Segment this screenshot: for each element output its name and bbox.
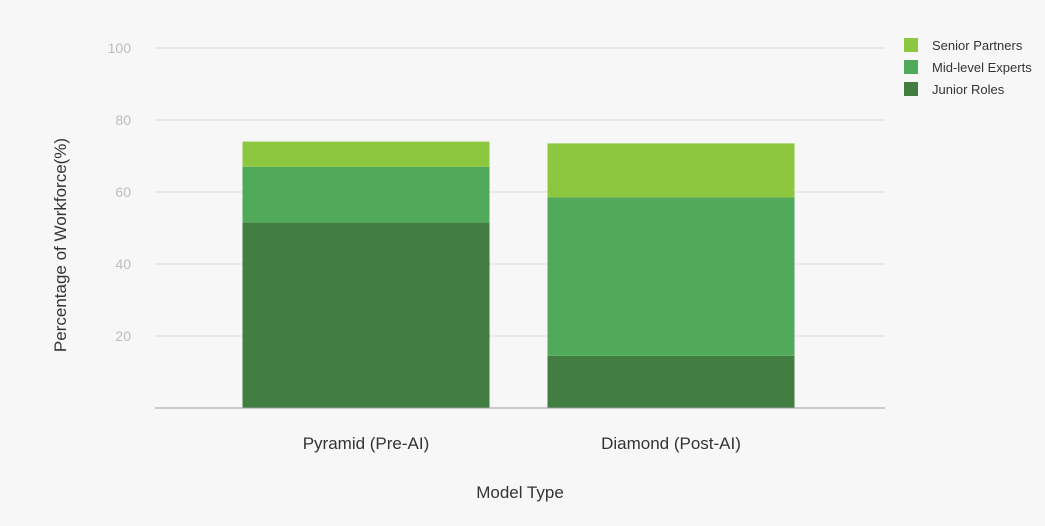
y-tick-label: 100 bbox=[108, 40, 132, 56]
y-tick-labels: 20 40 60 80 100 bbox=[108, 40, 132, 344]
bar-segment-mid-level-experts-1 bbox=[547, 197, 795, 356]
y-axis-title: Percentage of Workforce(%) bbox=[51, 138, 70, 352]
x-category-label: Diamond (Post-AI) bbox=[601, 434, 741, 453]
bar-segment-senior-partners-0 bbox=[242, 141, 490, 167]
legend-swatch-senior-partners bbox=[904, 38, 918, 52]
x-category-labels: Pyramid (Pre-AI) Diamond (Post-AI) bbox=[303, 434, 741, 453]
bar-segment-senior-partners-1 bbox=[547, 143, 795, 198]
x-category-label: Pyramid (Pre-AI) bbox=[303, 434, 430, 453]
y-tick-label: 80 bbox=[115, 112, 131, 128]
legend-swatch-junior-roles bbox=[904, 82, 918, 96]
y-tick-label: 40 bbox=[115, 256, 131, 272]
y-tick-label: 20 bbox=[115, 328, 131, 344]
y-tick-label: 60 bbox=[115, 184, 131, 200]
legend-swatch-mid-level-experts bbox=[904, 60, 918, 74]
legend-label: Junior Roles bbox=[932, 82, 1005, 97]
legend-label: Senior Partners bbox=[932, 38, 1023, 53]
x-axis-title: Model Type bbox=[476, 483, 564, 502]
bars bbox=[242, 141, 795, 408]
bar-segment-mid-level-experts-0 bbox=[242, 166, 490, 223]
bar-segment-junior-roles-1 bbox=[547, 355, 795, 408]
bar-segment-junior-roles-0 bbox=[242, 222, 490, 408]
legend-label: Mid-level Experts bbox=[932, 60, 1032, 75]
legend: Senior Partners Mid-level Experts Junior R… bbox=[904, 38, 1032, 97]
